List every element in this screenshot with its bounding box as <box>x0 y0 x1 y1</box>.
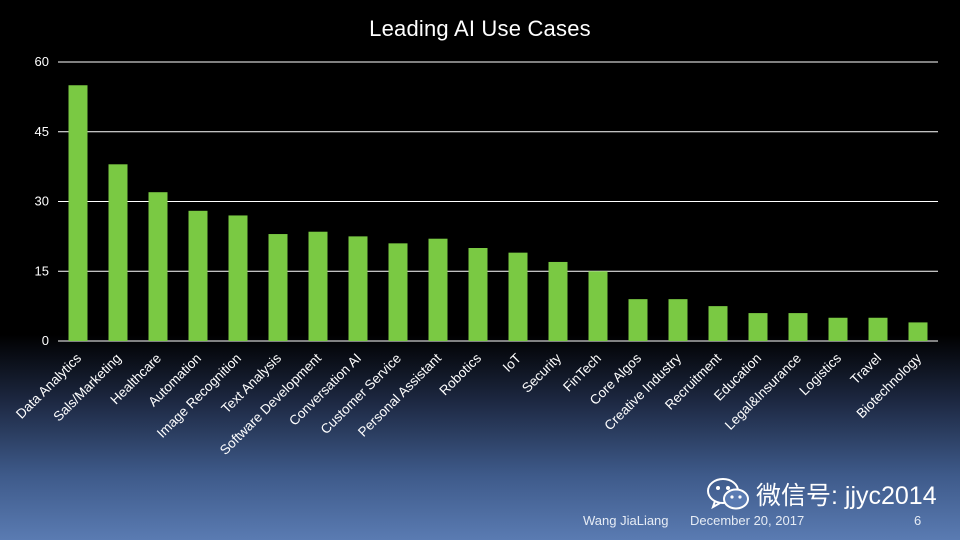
x-category-label: Logistics <box>796 350 844 398</box>
bars <box>68 85 928 341</box>
page-number: 6 <box>914 513 922 528</box>
x-category-label: Security <box>519 350 564 395</box>
x-category-label: Conversation AI <box>286 351 364 429</box>
y-tick-label: 60 <box>35 54 49 69</box>
watermark-text: 微信号: jjyc2014 <box>756 482 937 510</box>
bar <box>428 238 448 341</box>
wechat-icon <box>707 478 749 510</box>
bar <box>908 322 928 341</box>
x-category-label: Legal&Insurance <box>722 351 804 433</box>
bar <box>668 299 688 341</box>
bar <box>348 236 368 341</box>
x-category-label: Robotics <box>436 350 484 398</box>
bar <box>268 234 288 341</box>
wechat-watermark: 微信号: jjyc2014 <box>706 474 937 514</box>
y-tick-label: 45 <box>35 124 49 139</box>
bar <box>588 271 608 341</box>
footer-author: Wang JiaLiang <box>583 513 669 528</box>
bar <box>548 261 568 341</box>
bar <box>748 313 768 341</box>
bar <box>868 317 888 341</box>
x-axis-category-labels: Data AnalyticsSals/MarketingHealthcareAu… <box>13 350 924 457</box>
y-tick-label: 30 <box>35 194 49 209</box>
bar <box>468 248 488 341</box>
bar <box>508 252 528 341</box>
y-tick-label: 0 <box>42 333 49 348</box>
bar <box>828 317 848 341</box>
bar <box>628 299 648 341</box>
x-category-label: Travel <box>847 351 884 388</box>
bar <box>68 85 88 341</box>
chart-title: Leading AI Use Cases <box>369 16 591 41</box>
bar <box>148 192 168 341</box>
bar <box>108 164 128 341</box>
bar <box>788 313 808 341</box>
bar <box>708 306 728 341</box>
bar <box>308 231 328 341</box>
bar <box>388 243 408 341</box>
y-axis-tick-labels: 0 15 30 45 60 <box>35 54 49 348</box>
y-tick-label: 15 <box>35 263 49 278</box>
x-category-label: IoT <box>500 351 524 375</box>
footer-date: December 20, 2017 <box>690 513 805 528</box>
bar <box>188 210 208 341</box>
bar <box>228 215 248 341</box>
